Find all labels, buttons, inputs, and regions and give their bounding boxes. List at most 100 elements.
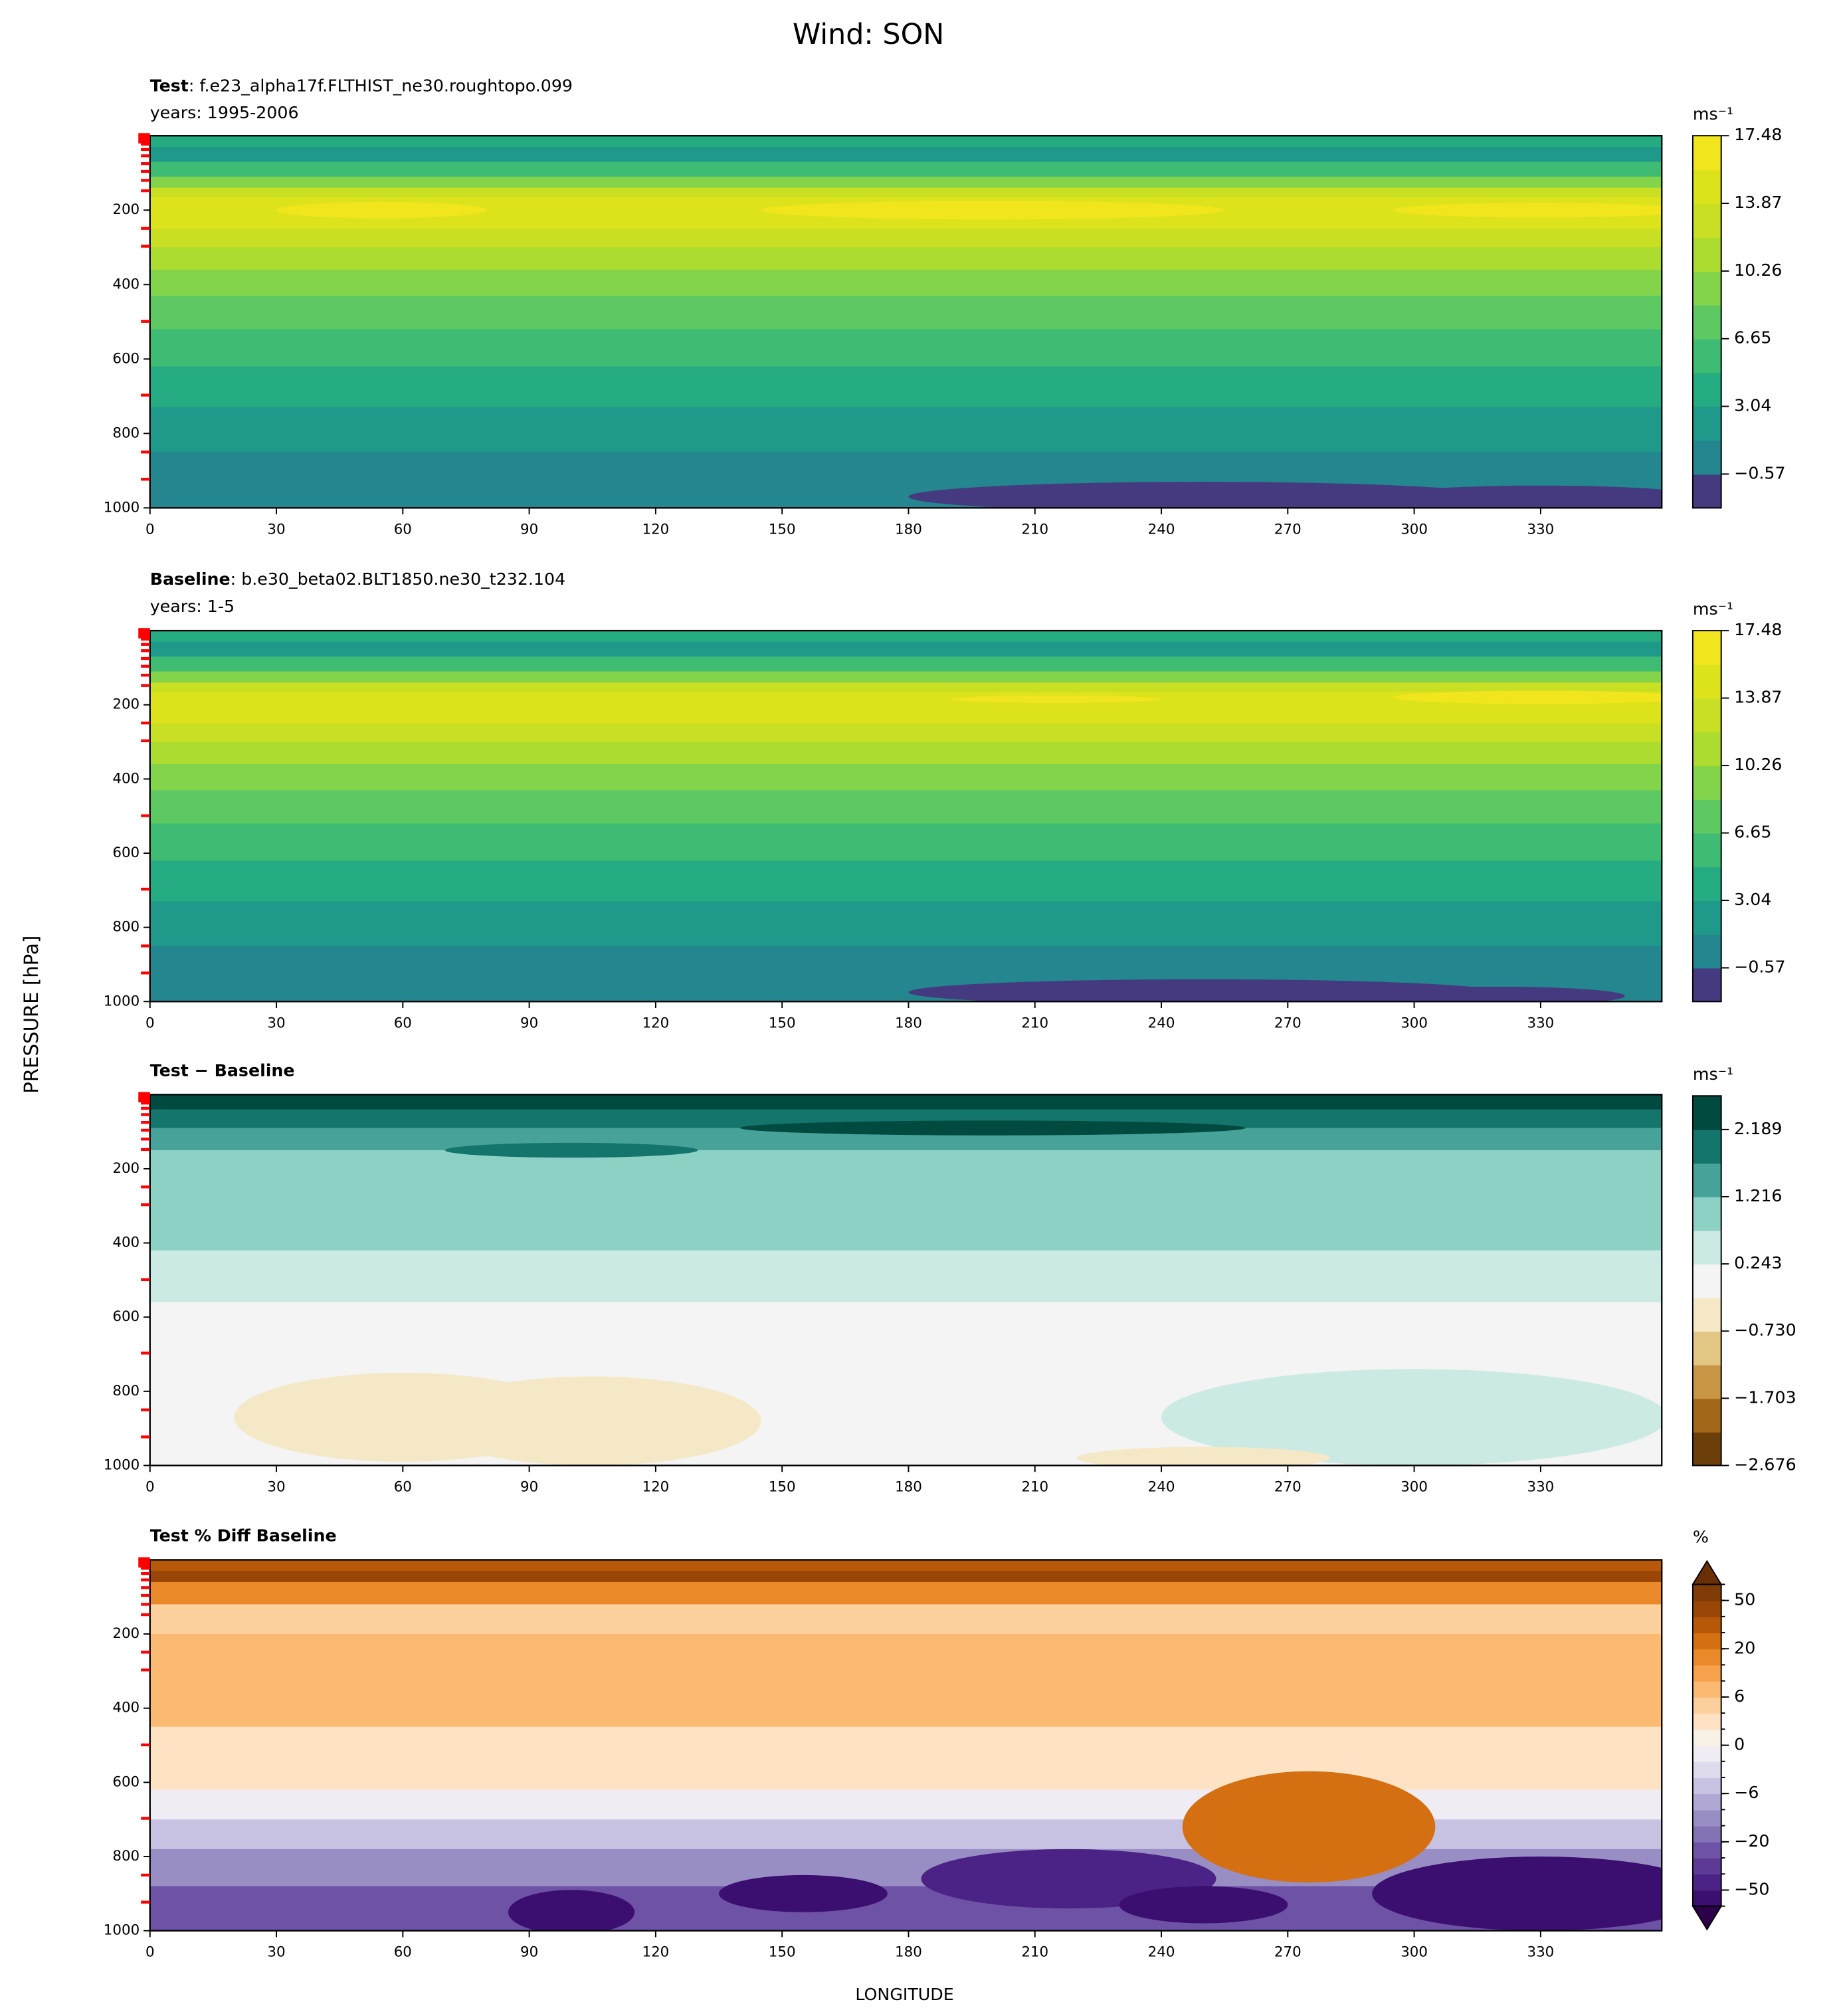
colorbar-segment [1692,270,1721,306]
x-tick-label: 300 [1400,1944,1428,1961]
y-tick-label: 1000 [104,1922,140,1939]
contour-patch [1077,1447,1330,1466]
colorbar-tick-label: 10.26 [1734,755,1782,774]
contour-field [149,1094,1662,1466]
y-tick-label: 600 [112,350,140,367]
panel-label: Test % Diff Baseline [150,1526,337,1545]
contour-band [149,860,1662,903]
colorbar-segment [1692,1096,1721,1130]
contour-band [149,723,1662,744]
colorbar-tick-label: 20 [1734,1638,1755,1657]
contour-field [149,1560,1662,1931]
contour-patch [739,1120,1246,1136]
x-tick-label: 0 [145,1944,155,1961]
panel-case: : b.e30_beta02.BLT1850.ne30_t232.104 [231,569,566,589]
x-tick-label: 210 [1021,1015,1048,1031]
colorbar-segment [1692,1297,1721,1332]
colorbar-tick-label: −20 [1734,1831,1769,1851]
x-tick-label: 30 [267,521,285,538]
colorbar-extend-high [1691,1560,1723,1585]
y-minor-cluster [138,628,150,639]
colorbar-tick-label: −0.57 [1734,958,1785,977]
x-axis-label: LONGITUDE [855,1985,953,2004]
contour-band [149,790,1662,825]
colorbar-segment [1692,1825,1721,1843]
colorbar-tick-label: −50 [1734,1879,1769,1898]
contour-patch [444,1142,698,1158]
colorbar-segment [1692,372,1721,407]
colorbar-segment [1692,1729,1721,1746]
contour-band [149,823,1662,862]
colorbar-segment [1692,474,1721,509]
x-tick-label: 210 [1021,521,1048,538]
y-minor-cluster [138,1557,150,1568]
contour-field [149,631,1662,1002]
contour-patch [1372,986,1625,1002]
y-minor-cluster [138,1092,150,1102]
colorbar-segment [1692,1431,1721,1466]
x-tick-label: 120 [642,1015,669,1031]
colorbar-segment [1692,1777,1721,1795]
x-tick-label: 270 [1274,521,1302,538]
colorbar-segment [1692,900,1721,935]
contour-patch [1372,1857,1662,1931]
y-tick-label: 600 [112,845,140,861]
panel-label: Test − Baseline [150,1060,295,1080]
colorbar-segment [1692,1761,1721,1778]
contour-band [149,1205,1662,1252]
y-tick-label: 400 [112,1700,140,1716]
contour-patch [424,1376,761,1466]
y-tick-label: 400 [112,276,140,292]
contour-band [149,1634,1662,1728]
x-tick-label: 300 [1400,1479,1428,1496]
colorbar-segment [1692,1745,1721,1762]
colorbar-segment [1692,1680,1721,1698]
colorbar-tick-label: 50 [1734,1590,1755,1609]
contour-patch [1393,690,1662,704]
colorbar-tick-label: 13.87 [1734,193,1782,212]
contour-band [149,407,1662,454]
colorbar-tick-label: 13.87 [1734,688,1782,707]
x-tick-label: 60 [394,1015,412,1031]
contour-band [149,161,1662,178]
contour-band [149,366,1662,409]
colorbar-segment [1692,1264,1721,1298]
contour-band [149,269,1662,298]
colorbar-segment [1692,732,1721,767]
colorbar-segment [1692,1331,1721,1365]
colorbar-segment [1692,1129,1721,1164]
colorbar-frame [1691,630,1722,1003]
panel-years: years: 1995-2006 [150,103,299,122]
contour-band [149,176,1662,189]
x-tick-label: 270 [1274,1015,1302,1031]
contour-field [149,136,1662,508]
colorbar-segment [1692,203,1721,238]
x-tick-label: 270 [1274,1944,1302,1961]
colorbar-segment [1692,440,1721,475]
colorbar-segment [1692,1196,1721,1231]
x-tick-label: 30 [267,1479,285,1496]
colorbar-tick-label: 1.216 [1734,1186,1782,1205]
x-tick-label: 120 [642,1479,669,1496]
x-tick-label: 90 [520,1015,538,1031]
x-tick-label: 180 [895,1944,922,1961]
panel-title: Baseline: b.e30_beta02.BLT1850.ne30_t232… [150,569,565,589]
colorbar-segment [1692,698,1721,733]
x-tick-label: 300 [1400,521,1428,538]
y-tick-label: 200 [112,696,140,713]
colorbar-segment [1692,1633,1721,1650]
colorbar-segment [1692,1713,1721,1730]
x-tick-label: 240 [1148,1015,1175,1031]
contour-band [149,329,1662,368]
colorbar-units: ms⁻¹ [1693,599,1733,619]
x-tick-label: 150 [769,1015,796,1031]
y-tick-label: 800 [112,425,140,441]
colorbar-segment [1692,631,1721,665]
contour-band [149,1726,1662,1791]
x-tick-label: 0 [145,1015,155,1031]
panel-label: Baseline [150,569,231,589]
colorbar-segment [1692,967,1721,1003]
y-minor-cluster [138,133,150,144]
x-tick-label: 300 [1400,1015,1428,1031]
